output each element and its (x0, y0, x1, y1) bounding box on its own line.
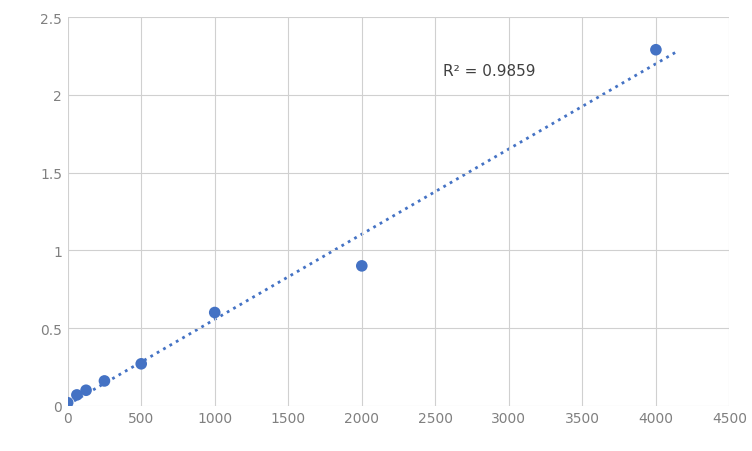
Point (62, 399, 74, 406)
Point (356, 262, 368, 270)
Point (650, 47, 662, 54)
Point (71, 391, 83, 399)
Point (209, 309, 221, 317)
Text: R² = 0.9859: R² = 0.9859 (443, 64, 535, 78)
Point (80, 387, 92, 394)
Point (135, 360, 147, 368)
Point (99, 377, 111, 385)
